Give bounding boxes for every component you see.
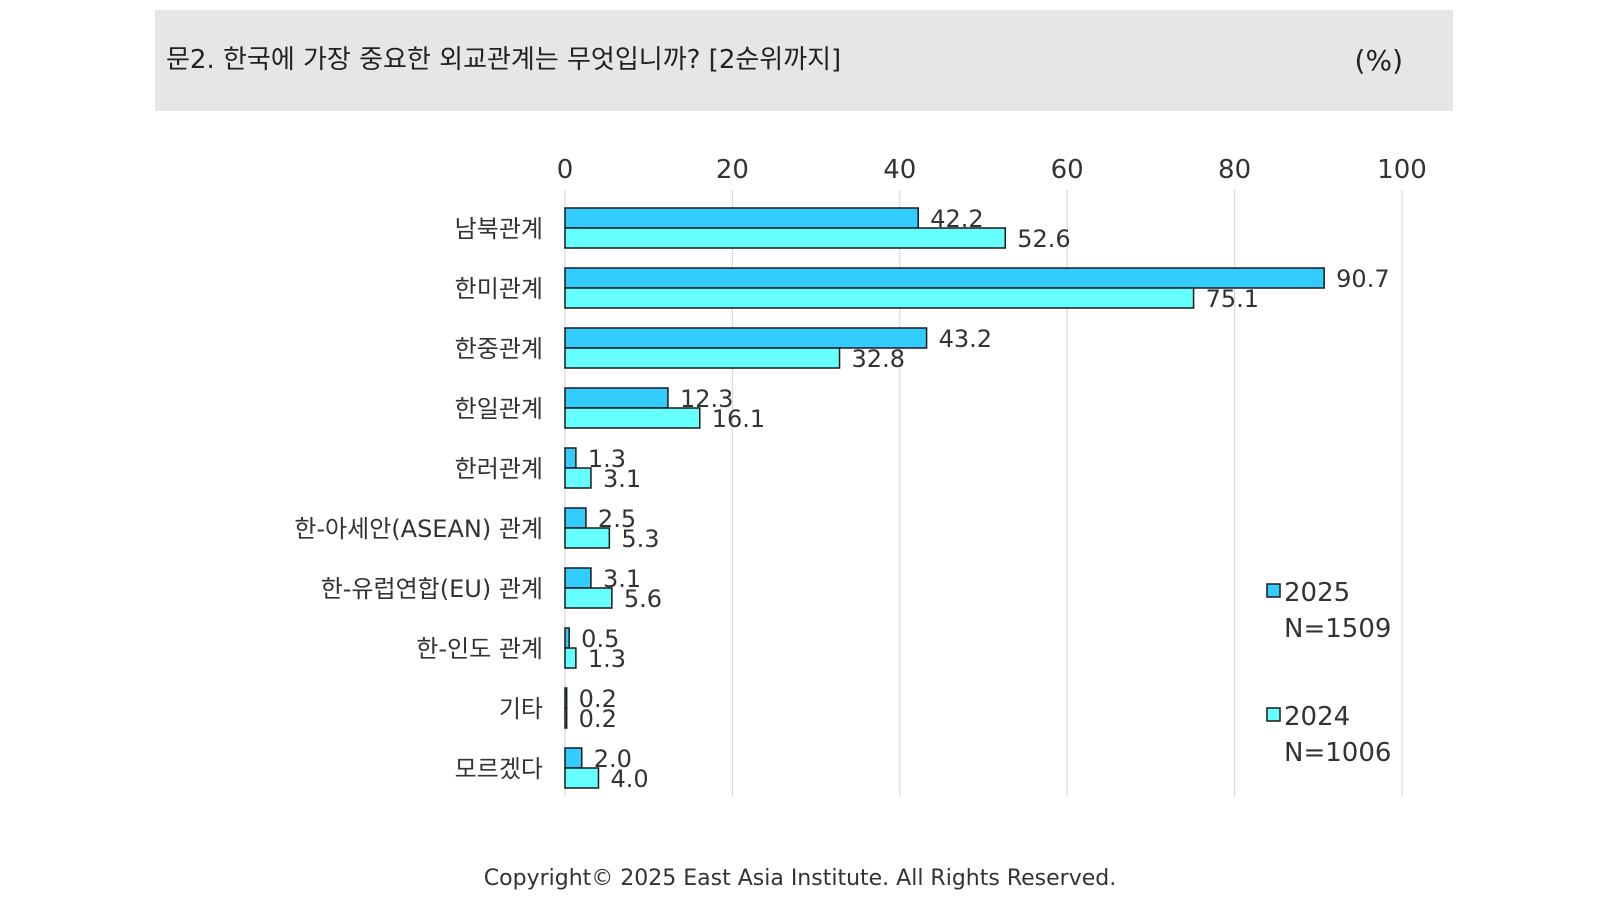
data-label-2024: 1.3 <box>588 645 626 673</box>
x-tick-label: 20 <box>716 155 749 185</box>
bar-2024 <box>564 467 592 489</box>
data-label-2024: 75.1 <box>1206 285 1259 313</box>
bar-2024 <box>564 227 1007 249</box>
category-label: 모르겠다 <box>455 755 543 783</box>
legend-label-2024: 2024 <box>1284 702 1350 732</box>
data-label-2024: 32.8 <box>852 345 905 373</box>
category-label: 기타 <box>499 695 543 723</box>
unit-label: (%) <box>1354 44 1403 77</box>
data-label-2025: 1.3 <box>588 445 626 473</box>
category-label: 한-유럽연합(EU) 관계 <box>321 575 543 603</box>
bar-2024 <box>564 767 600 789</box>
bar-2025 <box>564 687 568 709</box>
data-label-2024: 16.1 <box>712 405 765 433</box>
data-label-2025: 0.5 <box>581 625 619 653</box>
category-label: 한-인도 관계 <box>416 635 543 663</box>
data-label-2025: 2.0 <box>594 745 632 773</box>
category-label: 한러관계 <box>455 455 543 483</box>
bar-2024 <box>564 587 613 609</box>
bar-2025 <box>564 447 577 469</box>
bar-2025 <box>564 567 592 589</box>
bar-2025 <box>564 627 570 649</box>
category-label: 한일관계 <box>455 395 543 423</box>
data-label-2024: 0.2 <box>579 705 617 733</box>
legend-note-2024: N=1006 <box>1284 738 1391 768</box>
legend-note-2025: N=1509 <box>1284 614 1391 644</box>
bar-2025 <box>564 507 587 529</box>
data-label-2025: 0.2 <box>579 685 617 713</box>
data-label-2025: 43.2 <box>939 325 992 353</box>
legend-swatch-2024 <box>1266 707 1281 722</box>
data-label-2024: 52.6 <box>1017 225 1070 253</box>
category-label: 한중관계 <box>455 335 543 363</box>
bar-2024 <box>564 527 611 549</box>
data-label-2024: 4.0 <box>610 765 648 793</box>
legend-swatch-2025 <box>1266 583 1281 598</box>
category-label: 남북관계 <box>455 215 543 243</box>
copyright-footer: Copyright© 2025 East Asia Institute. All… <box>483 866 1117 891</box>
bar-2024 <box>564 647 577 669</box>
data-label-2024: 3.1 <box>603 465 641 493</box>
bar-2025 <box>564 207 919 229</box>
x-tick-label: 40 <box>883 155 916 185</box>
category-label: 한-아세안(ASEAN) 관계 <box>294 515 543 543</box>
bar-2024 <box>564 707 568 729</box>
x-tick-label: 100 <box>1377 155 1427 185</box>
data-label-2024: 5.3 <box>621 525 659 553</box>
data-label-2025: 90.7 <box>1336 265 1389 293</box>
bar-2024 <box>564 287 1195 309</box>
bar-2024 <box>564 347 841 369</box>
x-tick-label: 0 <box>557 155 574 185</box>
x-tick-label: 60 <box>1051 155 1084 185</box>
legend-label-2025: 2025 <box>1284 578 1350 608</box>
x-tick-label: 80 <box>1218 155 1251 185</box>
bar-2025 <box>564 387 669 409</box>
category-label: 한미관계 <box>455 275 543 303</box>
bar-2025 <box>564 747 583 769</box>
chart-title: 문2. 한국에 가장 중요한 외교관계는 무엇입니까? [2순위까지] <box>166 45 842 75</box>
bar-2024 <box>564 407 701 429</box>
chart-header: 문2. 한국에 가장 중요한 외교관계는 무엇입니까? [2순위까지] (%) <box>155 10 1453 111</box>
data-label-2024: 5.6 <box>624 585 662 613</box>
